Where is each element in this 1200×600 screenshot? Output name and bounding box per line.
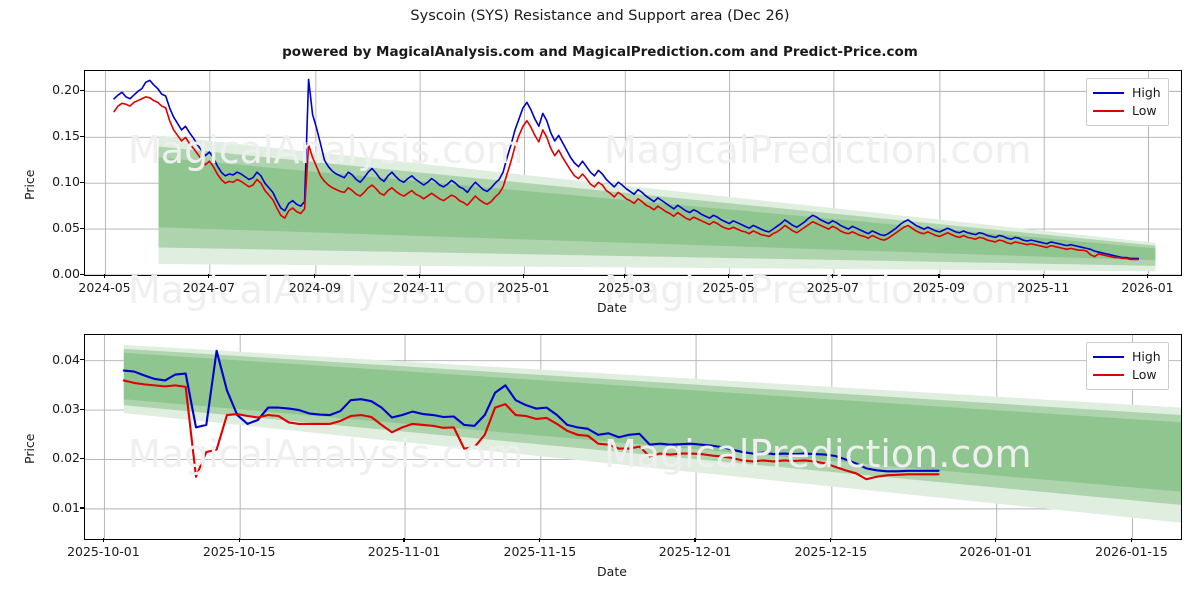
axis-tick-mark — [103, 274, 106, 278]
axis-tick-mark — [1042, 274, 1044, 278]
x-axis-tick-label: 2025-05 — [702, 280, 755, 295]
lower-x-axis-label: Date — [597, 564, 627, 579]
axis-tick-mark — [208, 274, 210, 278]
axis-tick-mark — [728, 274, 730, 278]
x-axis-tick-label: 2025-11-15 — [503, 544, 577, 559]
legend-swatch-high — [1093, 356, 1124, 358]
legend-entry-high[interactable]: High — [1093, 84, 1161, 102]
y-axis-tick-label: 0.05 — [52, 220, 80, 236]
legend-swatch-low — [1093, 374, 1124, 376]
legend-entry-high[interactable]: High — [1093, 348, 1161, 366]
axis-tick-mark — [80, 457, 84, 460]
axis-tick-mark — [102, 538, 104, 542]
axis-tick-mark — [80, 181, 84, 183]
x-axis-tick-label: 2025-09 — [912, 280, 966, 295]
x-axis-tick-label: 2026-01-15 — [1095, 544, 1168, 559]
upper-chart-legend[interactable]: High Low — [1086, 78, 1169, 126]
axis-tick-mark — [80, 89, 84, 92]
axis-tick-mark — [830, 538, 832, 542]
lower-chart-plot-area — [84, 334, 1182, 540]
x-axis-tick-label: 2025-10-15 — [202, 544, 276, 559]
axis-tick-mark — [80, 273, 84, 275]
axis-tick-mark — [832, 274, 834, 278]
upper-y-axis-label: Price — [22, 169, 37, 201]
axis-tick-mark — [623, 274, 625, 278]
upper-x-axis-label: Date — [597, 300, 627, 315]
x-axis-tick-label: 2024-07 — [182, 280, 235, 295]
legend-swatch-low — [1093, 110, 1124, 112]
x-axis-tick-label: 2026-01-01 — [959, 544, 1033, 559]
axis-tick-mark — [1146, 274, 1149, 278]
y-axis-tick-label: 0.04 — [52, 351, 80, 367]
legend-swatch-high — [1093, 92, 1124, 94]
upper-chart-plot-area — [84, 70, 1182, 276]
x-axis-tick-label: 2025-11 — [1017, 280, 1070, 295]
y-axis-tick-label: 0.02 — [52, 450, 80, 466]
legend-label-low: Low — [1132, 367, 1157, 382]
axis-tick-mark — [80, 227, 84, 229]
axis-tick-mark — [80, 507, 84, 509]
page-subtitle: powered by MagicalAnalysis.com and Magic… — [282, 44, 918, 60]
y-axis-tick-label: 0.10 — [52, 174, 80, 190]
legend-entry-low[interactable]: Low — [1093, 366, 1161, 384]
x-axis-tick-label: 2025-01 — [497, 280, 550, 295]
y-axis-tick-label: 0.01 — [52, 499, 80, 515]
legend-label-high: High — [1132, 85, 1161, 100]
legend-label-high: High — [1132, 349, 1161, 364]
axis-tick-mark — [238, 538, 240, 542]
x-axis-tick-label: 2025-03 — [598, 280, 651, 295]
legend-entry-low[interactable]: Low — [1093, 102, 1161, 120]
axis-tick-mark — [1130, 538, 1133, 542]
y-axis-tick-label: 0.15 — [52, 128, 80, 144]
x-axis-tick-label: 2026-01 — [1121, 280, 1174, 295]
x-axis-tick-label: 2024-11 — [393, 280, 446, 295]
axis-tick-mark — [314, 274, 316, 278]
axis-tick-mark — [539, 538, 541, 542]
x-axis-tick-label: 2024-05 — [78, 280, 131, 295]
x-axis-tick-label: 2025-07 — [806, 280, 859, 295]
legend-label-low: Low — [1132, 103, 1157, 118]
axis-tick-mark — [522, 274, 524, 278]
lower-chart-legend[interactable]: High Low — [1086, 342, 1169, 390]
y-axis-tick-label: 0.20 — [52, 82, 80, 98]
x-axis-tick-label: 2025-12-15 — [794, 544, 868, 559]
axis-tick-mark — [80, 135, 84, 137]
page-title: Syscoin (SYS) Resistance and Support are… — [410, 8, 790, 24]
axis-tick-mark — [938, 274, 940, 278]
x-axis-tick-label: 2025-11-01 — [367, 544, 441, 559]
axis-tick-mark — [418, 274, 420, 278]
x-axis-tick-label: 2025-10-01 — [67, 544, 140, 559]
axis-tick-mark — [694, 538, 696, 542]
axis-tick-mark — [80, 359, 84, 361]
y-axis-tick-label: 0.03 — [52, 401, 80, 417]
axis-tick-mark — [80, 408, 84, 410]
x-axis-tick-label: 2024-09 — [288, 280, 341, 295]
lower-y-axis-label: Price — [22, 433, 37, 465]
axis-tick-mark — [995, 538, 997, 542]
y-axis-tick-label: 0.00 — [52, 266, 80, 281]
axis-tick-mark — [403, 538, 405, 542]
x-axis-tick-label: 2025-12-01 — [658, 544, 732, 559]
